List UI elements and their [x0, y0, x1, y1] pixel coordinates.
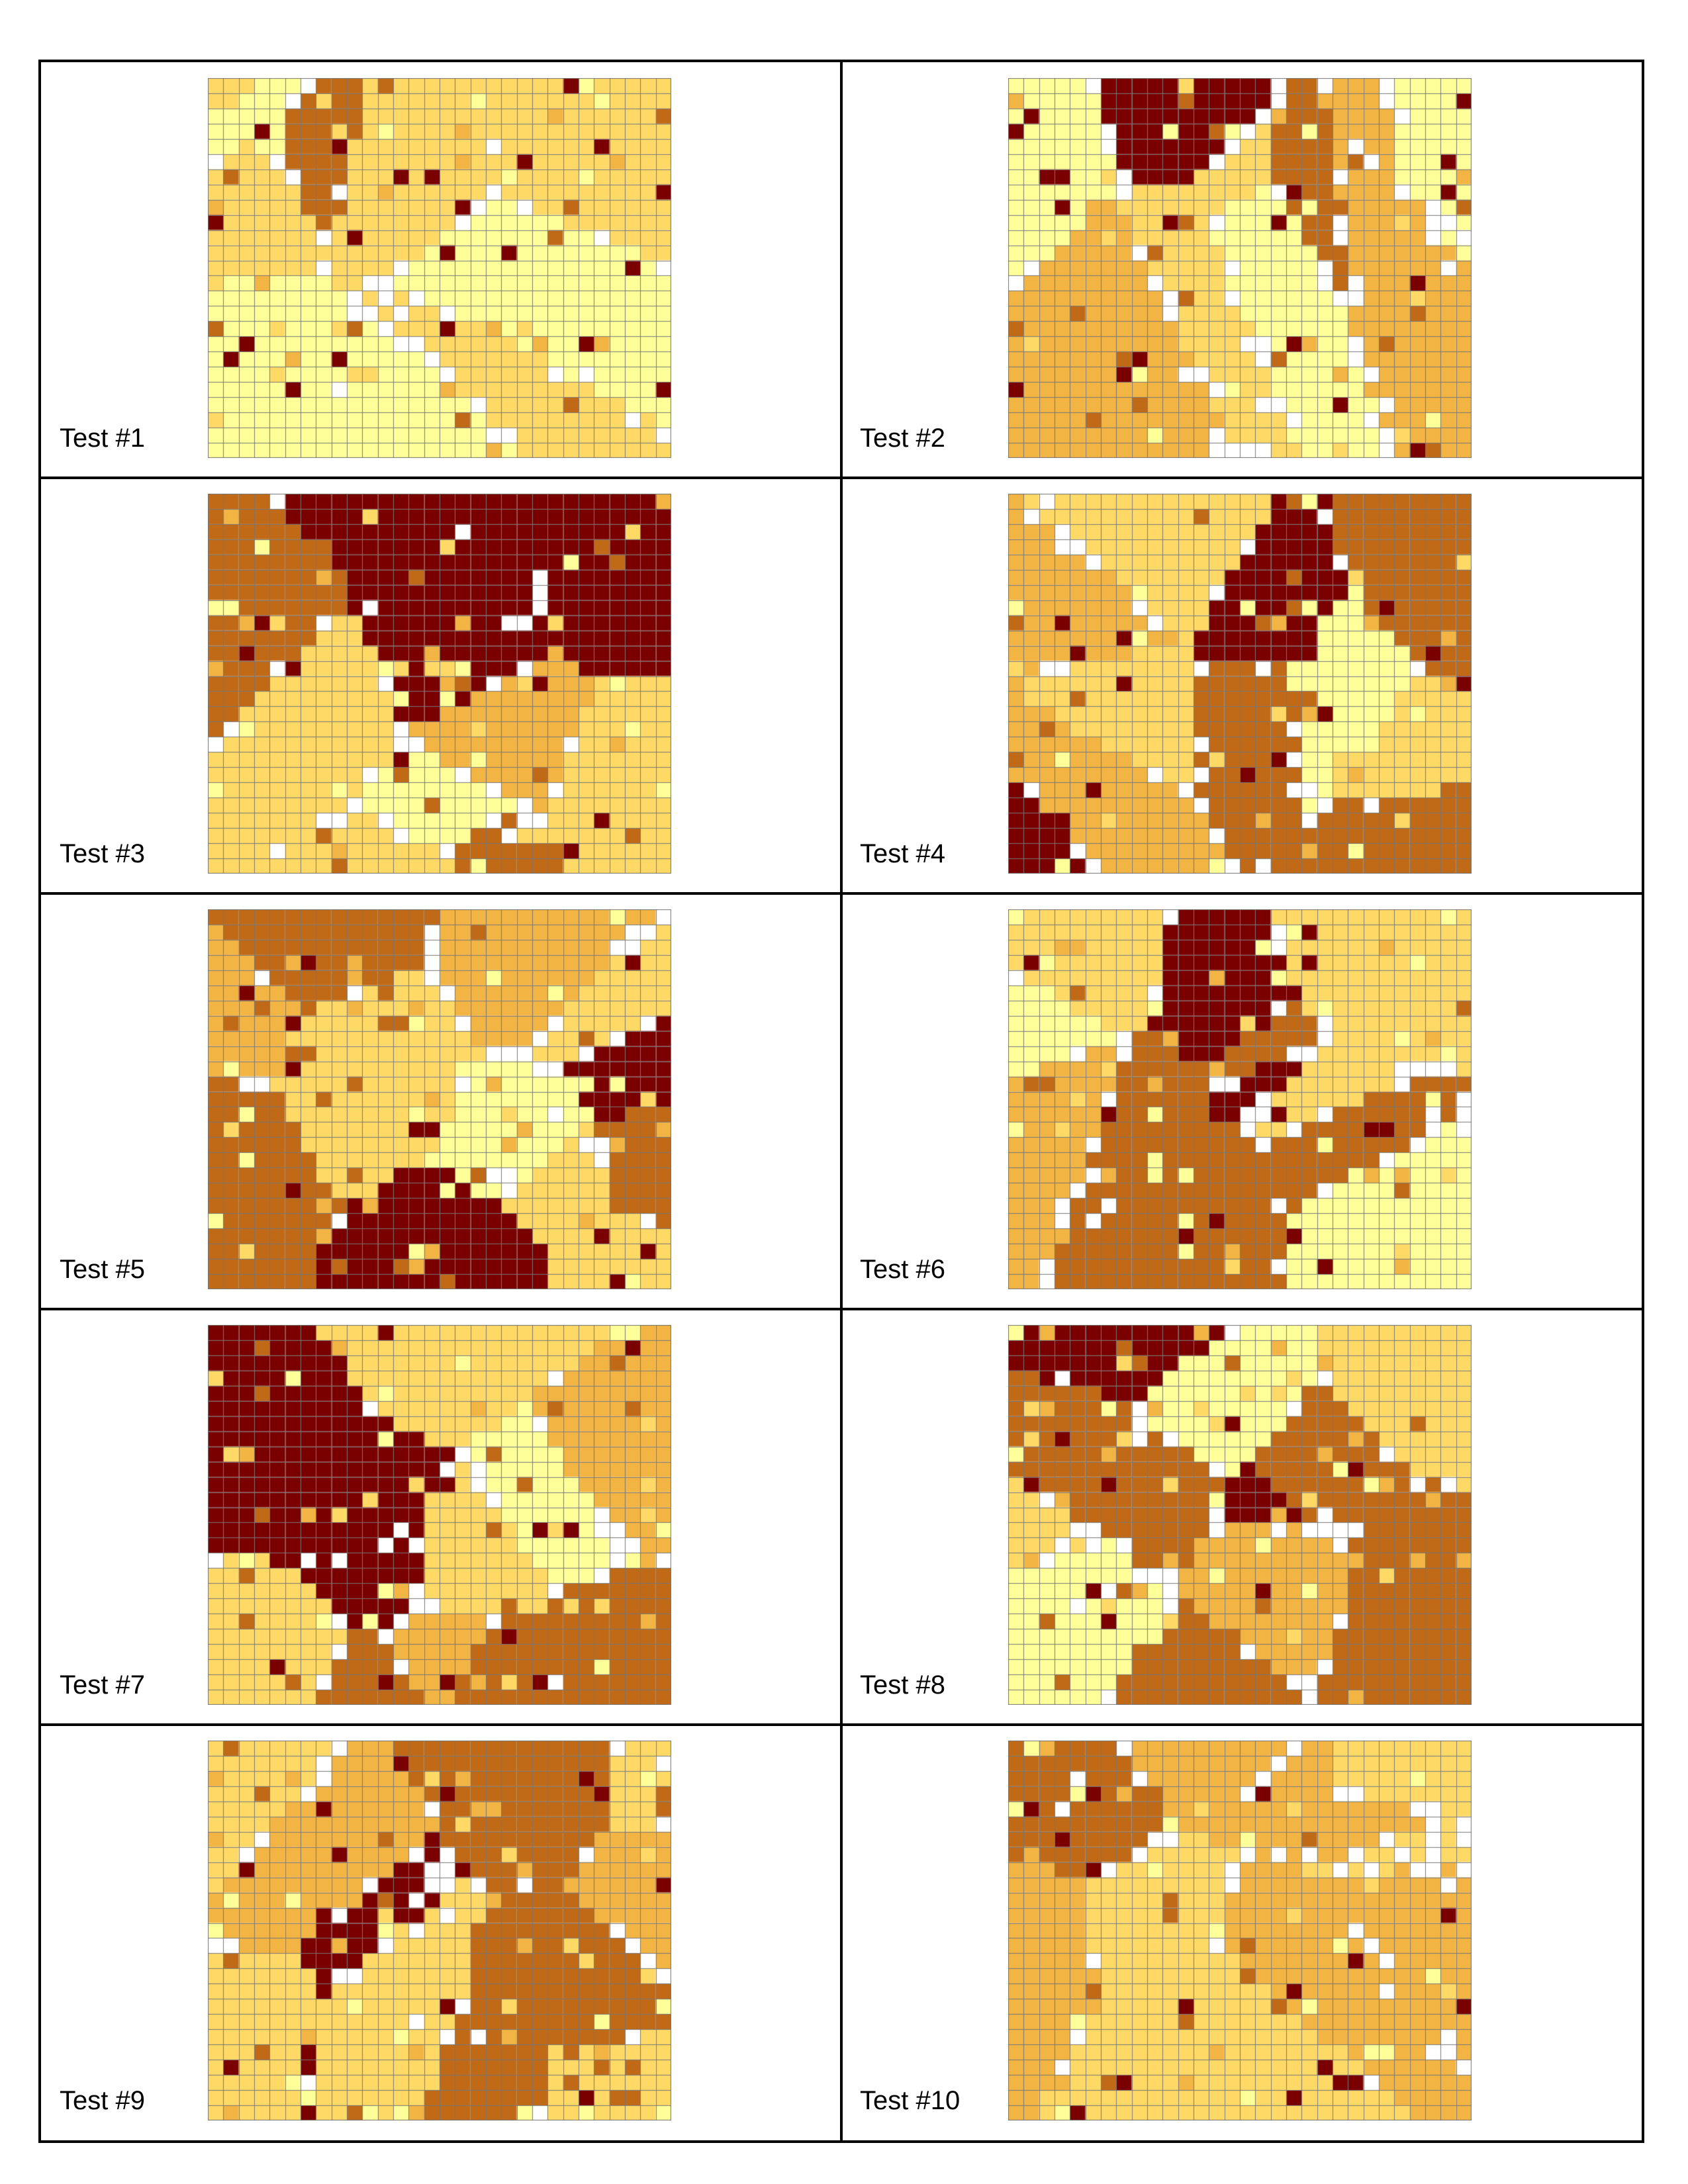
row-divider — [41, 477, 1642, 479]
test-panel: Test #7 — [41, 1309, 841, 1725]
panel-label: Test #3 — [60, 839, 145, 868]
panel-label: Test #2 — [860, 424, 945, 453]
test-panel: Test #9 — [41, 1725, 841, 2140]
grain-mosaic — [208, 78, 671, 458]
panel-label: Test #1 — [60, 424, 145, 453]
panel-label: Test #5 — [60, 1255, 145, 1284]
row-divider — [41, 1723, 1642, 1726]
panel-label: Test #8 — [860, 1670, 945, 1700]
grain-mosaic — [1008, 494, 1472, 874]
panel-label: Test #10 — [860, 2086, 961, 2115]
test-panel: Test #3 — [41, 478, 841, 893]
grain-mosaic — [208, 909, 671, 1289]
test-panel: Test #10 — [841, 1725, 1642, 2140]
panel-label: Test #9 — [60, 2086, 145, 2115]
column-divider — [840, 62, 843, 2140]
panel-label: Test #4 — [860, 839, 945, 868]
panel-label: Test #7 — [60, 1670, 145, 1700]
test-panel: Test #1 — [41, 62, 841, 478]
test-panel: Test #6 — [841, 893, 1642, 1309]
row-divider — [41, 892, 1642, 895]
grain-mosaic — [208, 1325, 671, 1705]
panel-label: Test #6 — [860, 1255, 945, 1284]
grain-mosaic — [208, 1741, 671, 2120]
grain-mosaic — [1008, 1741, 1472, 2120]
row-divider — [41, 1308, 1642, 1310]
test-panel: Test #4 — [841, 478, 1642, 893]
grain-mosaic — [1008, 78, 1472, 458]
test-panel: Test #8 — [841, 1309, 1642, 1725]
panel-grid: Test #1 Test #2 Test #3 Test #4 Test #5 Test … — [38, 60, 1644, 2143]
grain-mosaic — [208, 494, 671, 874]
grain-mosaic — [1008, 1325, 1472, 1705]
grain-mosaic — [1008, 909, 1472, 1289]
test-panel: Test #2 — [841, 62, 1642, 478]
test-panel: Test #5 — [41, 893, 841, 1309]
